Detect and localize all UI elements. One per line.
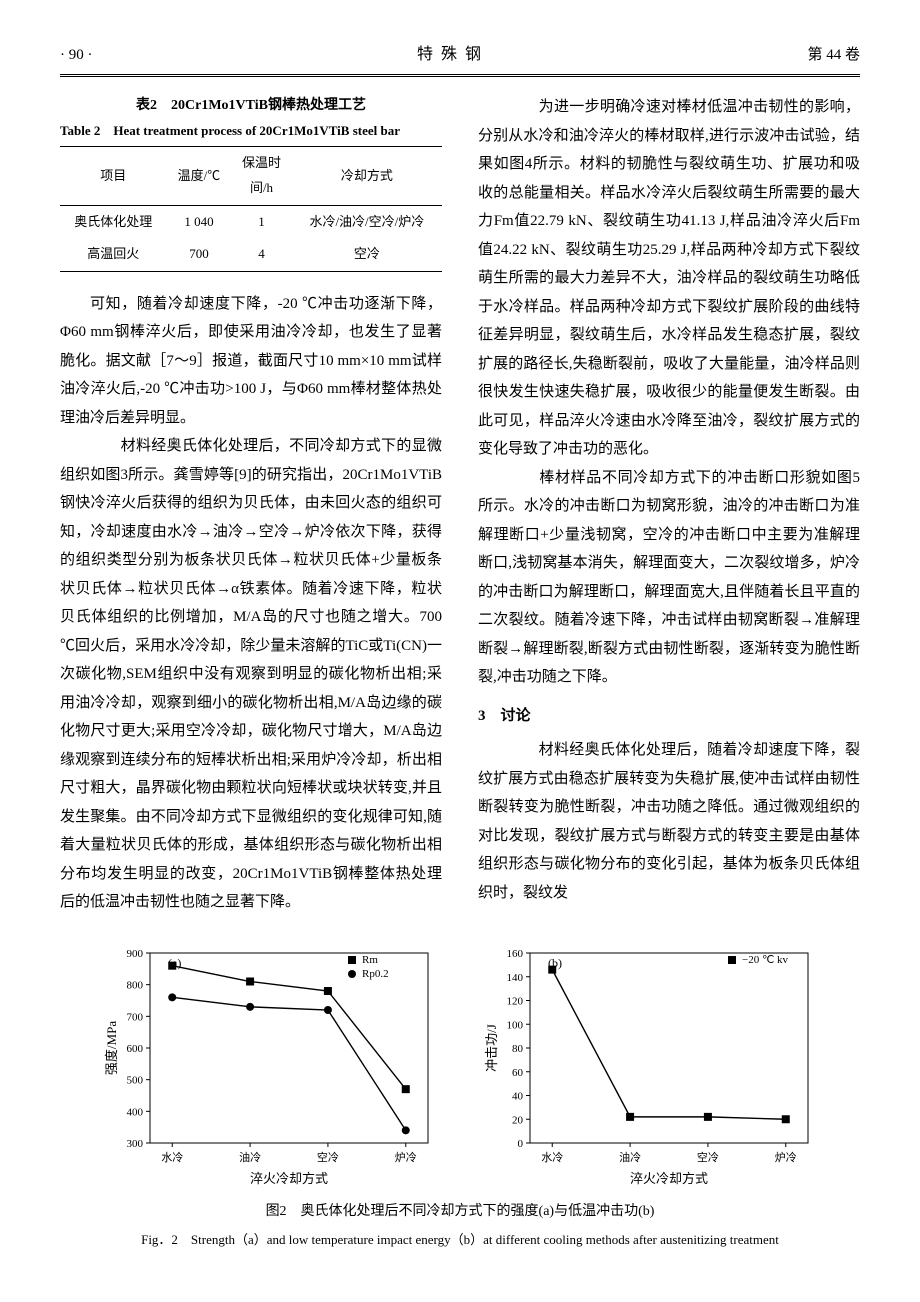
svg-text:120: 120: [507, 995, 524, 1007]
svg-text:水冷: 水冷: [541, 1151, 563, 1164]
left-column: 表2 20Cr1Mo1VTiB钢棒热处理工艺 Table 2 Heat trea…: [60, 93, 442, 917]
body-columns: 表2 20Cr1Mo1VTiB钢棒热处理工艺 Table 2 Heat trea…: [60, 93, 860, 917]
cell: 空冷: [292, 238, 442, 271]
cell: 高温回火: [60, 238, 167, 271]
svg-text:油冷: 油冷: [619, 1150, 641, 1164]
table-row: 高温回火 700 4 空冷: [60, 238, 442, 271]
left-para-2: 材料经奥氏体化处理后，不同冷却方式下的显微组织如图3所示。龚雪婷等[9]的研究指…: [60, 432, 442, 917]
page-header: · 90 · 特 殊 钢 第 44 卷: [60, 40, 860, 77]
right-para-2: 棒材样品不同冷却方式下的冲击断口形貌如图5所示。水冷的冲击断口为韧窝形貌，油冷的…: [478, 464, 860, 692]
cell: 1 040: [167, 205, 232, 238]
chart-a-box: 300400500600700800900水冷油冷空冷炉冷(a)RmRp0.2淬…: [100, 941, 440, 1191]
svg-text:600: 600: [127, 1043, 144, 1055]
cell: 1: [231, 205, 291, 238]
svg-text:油冷: 油冷: [239, 1150, 261, 1164]
svg-text:140: 140: [507, 972, 524, 984]
svg-text:60: 60: [512, 1067, 524, 1079]
chart-b-svg: 020406080100120140160水冷油冷空冷炉冷(b)−20 ℃ kv…: [480, 941, 820, 1191]
section-3-head: 3 讨论: [478, 702, 860, 731]
table-row: 奥氏体化处理 1 040 1 水冷/油冷/空冷/炉冷: [60, 205, 442, 238]
cell: 4: [231, 238, 291, 271]
heat-treatment-table: 项目 温度/℃ 保温时 间/h 冷却方式 奥氏体化处理 1 040 1 水冷/油…: [60, 146, 442, 272]
col-item: 项目: [60, 147, 167, 205]
svg-text:Rm: Rm: [362, 954, 378, 966]
journal-title: 特 殊 钢: [417, 40, 483, 70]
svg-text:160: 160: [507, 948, 524, 960]
svg-text:水冷: 水冷: [161, 1151, 183, 1164]
svg-text:冲击功/J: 冲击功/J: [484, 1024, 499, 1072]
chart-b-box: 020406080100120140160水冷油冷空冷炉冷(b)−20 ℃ kv…: [480, 941, 820, 1191]
volume-label: 第 44 卷: [807, 41, 860, 70]
fig2-caption-cn: 图2 奥氏体化处理后不同冷却方式下的强度(a)与低温冲击功(b): [60, 1199, 860, 1226]
right-para-1: 为进一步明确冷速对棒材低温冲击韧性的影响，分别从水冷和油冷淬火的棒材取样,进行示…: [478, 93, 860, 464]
fig2-caption-en: Fig．2 Strength（a）and low temperature imp…: [60, 1228, 860, 1253]
chart-a-svg: 300400500600700800900水冷油冷空冷炉冷(a)RmRp0.2淬…: [100, 941, 440, 1191]
svg-text:900: 900: [127, 948, 144, 960]
table2-caption-en: Table 2 Heat treatment process of 20Cr1M…: [60, 122, 442, 140]
section-3-para: 材料经奥氏体化处理后，随着冷却速度下降，裂纹扩展方式由稳态扩展转变为失稳扩展,使…: [478, 736, 860, 907]
right-column: 为进一步明确冷速对棒材低温冲击韧性的影响，分别从水冷和油冷淬火的棒材取样,进行示…: [478, 93, 860, 917]
svg-text:400: 400: [127, 1106, 144, 1118]
table2-caption-cn: 表2 20Cr1Mo1VTiB钢棒热处理工艺: [60, 93, 442, 120]
svg-text:强度/MPa: 强度/MPa: [104, 1021, 119, 1075]
svg-text:炉冷: 炉冷: [775, 1151, 797, 1164]
col-cooling: 冷却方式: [292, 147, 442, 205]
svg-text:800: 800: [127, 980, 144, 992]
svg-text:空冷: 空冷: [317, 1150, 339, 1164]
cell: 700: [167, 238, 232, 271]
svg-text:500: 500: [127, 1075, 144, 1087]
svg-text:炉冷: 炉冷: [395, 1151, 417, 1164]
cell: 奥氏体化处理: [60, 205, 167, 238]
left-para-1: 可知，随着冷却速度下降，-20 ℃冲击功逐渐下降，Φ60 mm钢棒淬火后，即使采…: [60, 290, 442, 433]
table-header-row: 项目 温度/℃ 保温时 间/h 冷却方式: [60, 147, 442, 205]
svg-text:20: 20: [512, 1114, 524, 1126]
svg-text:80: 80: [512, 1043, 524, 1055]
svg-text:−20 ℃ kv: −20 ℃ kv: [742, 954, 789, 966]
svg-text:300: 300: [127, 1138, 144, 1150]
svg-text:空冷: 空冷: [697, 1150, 719, 1164]
svg-text:0: 0: [518, 1138, 524, 1150]
svg-text:Rp0.2: Rp0.2: [362, 968, 389, 980]
svg-text:700: 700: [127, 1011, 144, 1023]
col-time: 保温时 间/h: [231, 147, 291, 205]
svg-text:淬火冷却方式: 淬火冷却方式: [250, 1171, 328, 1186]
svg-text:100: 100: [507, 1019, 524, 1031]
svg-text:淬火冷却方式: 淬火冷却方式: [630, 1171, 708, 1186]
svg-text:40: 40: [512, 1090, 524, 1102]
col-temp: 温度/℃: [167, 147, 232, 205]
figure-2-charts: 300400500600700800900水冷油冷空冷炉冷(a)RmRp0.2淬…: [60, 941, 860, 1191]
page-number: · 90 ·: [60, 41, 93, 70]
cell: 水冷/油冷/空冷/炉冷: [292, 205, 442, 238]
